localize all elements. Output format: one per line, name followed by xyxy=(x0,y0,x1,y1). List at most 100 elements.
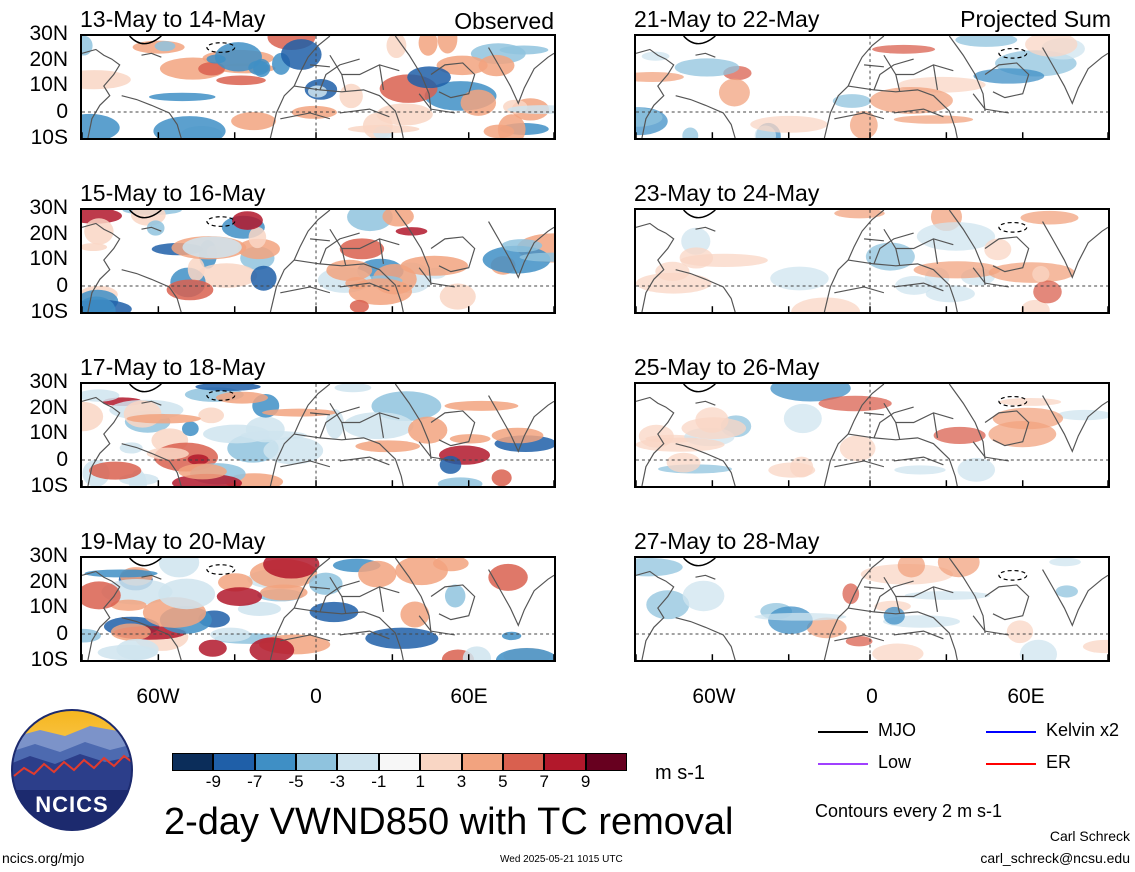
coastline xyxy=(329,54,400,76)
anomaly-shading xyxy=(237,601,282,616)
anomaly-shading xyxy=(198,407,225,424)
panel-date-l1: 15-May to 16-May xyxy=(80,180,266,206)
colorbar-swatch xyxy=(420,753,462,771)
legend-label-mjo: MJO xyxy=(878,720,916,740)
anomaly-shading xyxy=(436,55,488,76)
anomaly-shading xyxy=(365,627,439,649)
anomaly-shading xyxy=(913,261,1001,279)
coastline xyxy=(823,210,885,312)
coastline xyxy=(895,422,901,440)
anomaly-shading xyxy=(999,397,1062,406)
coastline xyxy=(873,58,914,91)
anomaly-shading xyxy=(210,627,251,642)
mjo-contour xyxy=(683,384,716,393)
colorbar-swatch xyxy=(254,753,297,771)
anomaly-shading xyxy=(263,558,320,579)
anomaly-shading xyxy=(307,85,327,98)
main-title: 2-day VWND850 with TC removal xyxy=(164,801,734,843)
anomaly-shading xyxy=(754,612,847,621)
coastline xyxy=(1042,395,1108,453)
colorbar-tick-label: -9 xyxy=(205,772,221,791)
coastline xyxy=(394,36,432,112)
coastline xyxy=(310,238,330,242)
coastline xyxy=(834,634,885,642)
anomaly-shading xyxy=(955,36,1018,47)
coastline xyxy=(378,238,385,264)
coastline xyxy=(430,236,476,273)
anomaly-shading xyxy=(158,578,216,610)
anomaly-shading xyxy=(348,278,412,305)
coastline xyxy=(823,36,885,138)
colorbar-swatch xyxy=(461,753,503,771)
coastline xyxy=(948,558,986,634)
anomaly-shading xyxy=(495,647,554,660)
coastline xyxy=(636,396,675,486)
coastline xyxy=(341,248,347,266)
coastline xyxy=(675,443,736,486)
anomaly-shading xyxy=(957,457,996,482)
anomaly-shading xyxy=(682,580,725,612)
anomaly-shading xyxy=(82,70,131,90)
colorbar-tick-label: 5 xyxy=(498,772,508,791)
coastline xyxy=(280,112,331,120)
anomaly-shading xyxy=(1020,299,1050,312)
anomaly-shading xyxy=(216,587,263,606)
anomaly-shading xyxy=(166,279,214,301)
anomaly-shading xyxy=(832,94,872,108)
coastline xyxy=(895,596,901,614)
anomaly-shading xyxy=(218,573,253,592)
footer-url[interactable]: ncics.org/mjo xyxy=(2,850,85,866)
anomaly-shading xyxy=(153,116,226,138)
coastline xyxy=(636,48,675,138)
anomaly-shading xyxy=(768,462,816,478)
panel-date-r2: 25-May to 26-May xyxy=(634,354,820,380)
panel-date-l3: 19-May to 20-May xyxy=(80,528,266,554)
anomaly-shading xyxy=(395,558,448,586)
anomaly-shading xyxy=(198,62,225,76)
coastline xyxy=(873,580,914,613)
anomaly-shading xyxy=(334,384,372,393)
colorbar-swatch xyxy=(172,753,214,771)
anomaly-shading xyxy=(215,391,269,404)
coastline xyxy=(82,222,121,312)
legend-line-kelvin xyxy=(986,731,1036,733)
coastline xyxy=(329,576,400,598)
coastline xyxy=(141,400,162,406)
anomaly-shading xyxy=(349,299,369,312)
colorbar-tick-label: -1 xyxy=(371,772,387,791)
mjo-contour xyxy=(129,384,162,393)
colorbar xyxy=(172,753,627,771)
anomaly-shading xyxy=(491,427,544,444)
lon-label-60w-right: 60W xyxy=(692,685,736,708)
anomaly-shading xyxy=(641,51,670,61)
coastline xyxy=(269,210,331,312)
anomaly-shading xyxy=(680,253,768,268)
anomaly-shading xyxy=(1049,558,1081,567)
anomaly-shading xyxy=(82,401,104,432)
observed-map-panel xyxy=(80,382,556,488)
coastline xyxy=(864,586,884,590)
coastline xyxy=(310,586,330,590)
coastline xyxy=(121,617,182,660)
coastline xyxy=(329,228,400,250)
panel-date-l2: 17-May to 18-May xyxy=(80,354,266,380)
negative-contour xyxy=(998,47,1028,59)
anomaly-shading xyxy=(82,581,121,610)
anomaly-shading xyxy=(232,211,263,230)
anomaly-shading xyxy=(262,408,337,417)
anomaly-shading xyxy=(382,210,414,227)
coastline xyxy=(848,85,958,138)
observed-map-panel xyxy=(80,556,556,662)
coastline xyxy=(341,422,347,440)
lat-label: 10S xyxy=(30,126,68,149)
anomaly-shading xyxy=(874,600,911,612)
lat-label: 0 xyxy=(56,621,68,645)
lon-label-60w-left: 60W xyxy=(136,685,180,708)
coastline xyxy=(141,226,162,232)
anomaly-shading xyxy=(437,477,483,486)
anomaly-shading xyxy=(893,115,974,124)
coastline xyxy=(675,269,736,312)
anomaly-shading xyxy=(478,54,515,77)
coastline xyxy=(873,406,914,439)
footer-email[interactable]: carl_schreck@ncsu.edu xyxy=(980,850,1130,866)
